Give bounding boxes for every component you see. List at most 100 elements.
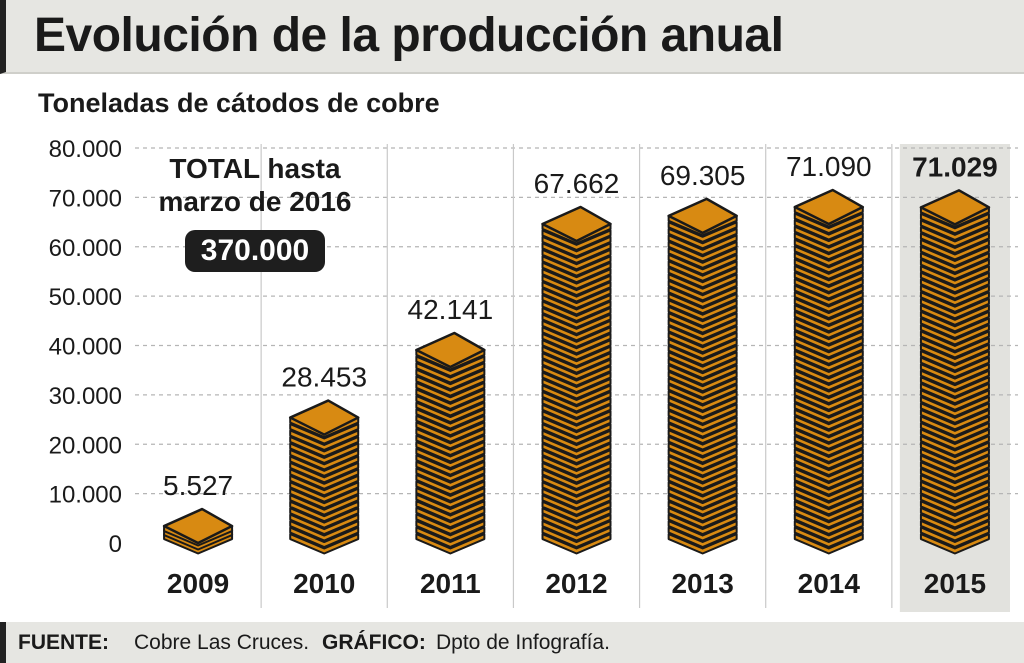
cathode-slab: [415, 513, 486, 535]
cathode-slab: [793, 506, 864, 529]
cathode-slab: [793, 500, 864, 522]
value-label: 69.305: [660, 160, 746, 191]
cathode-slab: [919, 402, 990, 424]
cathode-slab: [541, 326, 612, 348]
cathode-slab: [289, 487, 360, 510]
cathode-slab: [667, 331, 738, 354]
cathode-slab: [919, 212, 990, 235]
cathode-slab: [793, 467, 864, 490]
cathode-slab: [541, 261, 612, 284]
cathode-slab: [919, 500, 990, 522]
cathode-slab: [289, 455, 360, 477]
cathode-slab: [919, 513, 990, 535]
cathode-slab: [541, 365, 612, 387]
cathode-slab: [289, 429, 360, 451]
cathode-slab: [541, 533, 612, 555]
cathode-slab: [667, 273, 738, 295]
cathode-slab: [919, 435, 990, 457]
cathode-slab: [289, 442, 360, 464]
cathode-slab: [667, 240, 738, 263]
cathode-slab: [793, 258, 864, 280]
cathode-slab: [541, 455, 612, 477]
cathode-slab: [793, 225, 864, 248]
cathode-slab: [667, 487, 738, 510]
cathode-slab: [541, 397, 612, 419]
cathode-slab: [667, 247, 738, 269]
cathode-slab: [289, 435, 360, 458]
cathode-slab: [667, 442, 738, 464]
cathode-slab: [667, 468, 738, 490]
cathode-slab: [919, 284, 990, 307]
value-label: 28.453: [281, 362, 367, 393]
cathode-slab: [541, 313, 612, 335]
cathode-slab: [919, 369, 990, 392]
bar-2010: [288, 399, 360, 555]
cathode-slab: [667, 292, 738, 315]
cathode-slab: [919, 363, 990, 385]
cathode-slab: [541, 520, 612, 542]
cathode-slab: [415, 401, 486, 424]
cathode-slab: [793, 291, 864, 313]
cathode-slab: [793, 474, 864, 496]
cathode-slab: [415, 388, 486, 410]
value-label: 67.662: [534, 168, 620, 199]
cathode-slab: [793, 284, 864, 306]
cathode-slab: [793, 219, 864, 241]
cathode-slab: [541, 474, 612, 497]
cathode-slab: [541, 235, 612, 258]
cathode-slab: [667, 500, 738, 523]
cathode-slab: [667, 455, 738, 477]
cathode-slab: [541, 449, 612, 471]
cathode-slab: [793, 343, 864, 365]
cathode-slab: [919, 493, 990, 516]
cathode-slab: [667, 266, 738, 289]
cathode-slab: [793, 232, 864, 254]
cathode-slab: [793, 245, 864, 267]
cathode-slab: [289, 481, 360, 503]
cathode-slab: [919, 219, 990, 241]
cathode-slab: [667, 370, 738, 393]
y-tick-label: 20.000: [49, 432, 122, 459]
bar-2015: [919, 189, 991, 555]
cathode-slab: [415, 460, 486, 483]
cathode-slab: [919, 395, 990, 418]
cathode-slab: [667, 357, 738, 380]
cathode-slab: [919, 337, 990, 359]
cathode-slab: [667, 481, 738, 503]
cathode-slab: [667, 318, 738, 341]
cathode-slab: [919, 239, 990, 261]
cathode-slab: [541, 229, 612, 251]
chart-title: Evolución de la producción anual: [34, 9, 784, 62]
cathode-slab: [415, 355, 486, 378]
cathode-slab: [919, 533, 990, 555]
cathode-slab: [919, 474, 990, 496]
cathode-slab: [541, 248, 612, 271]
cathode-slab: [793, 402, 864, 424]
y-tick-label: 70.000: [49, 185, 122, 212]
cathode-slab: [919, 487, 990, 509]
cathode-slab: [919, 356, 990, 379]
cathode-slab: [541, 423, 612, 445]
cathode-slab: [415, 368, 486, 391]
cathode-slab: [667, 383, 738, 406]
bar-top-face: [793, 188, 865, 226]
cathode-slab: [919, 271, 990, 294]
cathode-slab: [919, 232, 990, 254]
cathode-slab: [919, 297, 990, 320]
cathode-slab: [541, 384, 612, 406]
cathode-slab: [667, 279, 738, 302]
cathode-slab: [793, 448, 864, 470]
bar-top-face: [541, 205, 612, 243]
cathode-slab: [541, 358, 612, 381]
cathode-slab: [541, 410, 612, 432]
cathode-slab: [793, 533, 864, 555]
cathode-slab: [415, 375, 486, 397]
cathode-slab: [919, 350, 990, 372]
cathode-slab: [919, 265, 990, 287]
cathode-slab: [541, 274, 612, 297]
cathode-slab: [541, 255, 612, 277]
cathode-slab: [667, 416, 738, 438]
cathode-slab: [667, 344, 738, 367]
cathode-slab: [415, 434, 486, 456]
cathode-slab: [667, 351, 738, 373]
